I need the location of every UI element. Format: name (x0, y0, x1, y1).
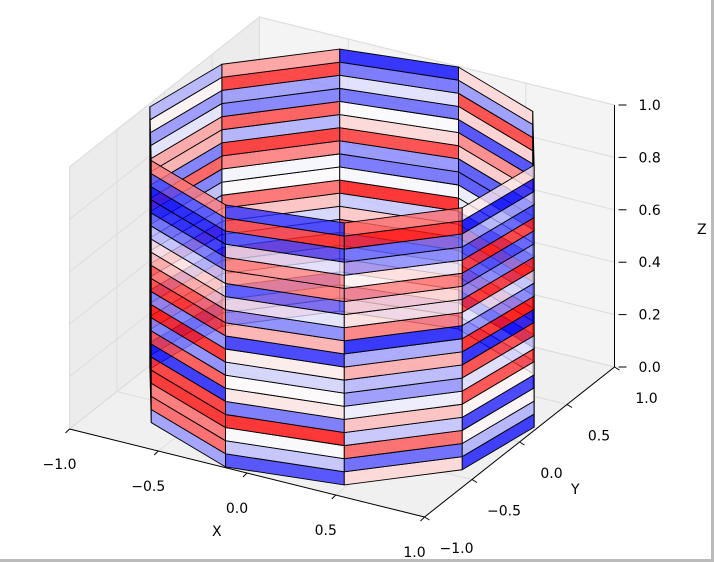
x-tick-label: 0.0 (226, 501, 248, 517)
z-tick-label: 0.0 (639, 360, 661, 376)
y-tick (566, 404, 573, 408)
x-tick-label: −1.0 (43, 457, 77, 473)
y-tick-label: 0.0 (540, 466, 562, 482)
cylinder-facet (343, 207, 463, 237)
y-tick-label: −1.0 (440, 541, 474, 557)
y-tick-label: −0.5 (487, 504, 521, 520)
z-axis-label: Z (697, 222, 707, 238)
y-tick-label: 1.0 (635, 391, 657, 407)
x-tick-label: −0.5 (131, 479, 165, 495)
y-tick (519, 441, 525, 446)
tick-labels: −1.0 −0.5 0.0 0.5 1.0 −1.0 −0.5 0.0 0.5 1.0 0.0 0.2… (43, 98, 661, 561)
x-tick-label: 1.0 (403, 545, 425, 561)
grid-line (69, 16, 260, 168)
z-tick-label: 0.8 (639, 150, 661, 166)
z-tick-label: 0.6 (639, 203, 661, 219)
x-tick (331, 494, 337, 500)
y-tick (614, 366, 620, 371)
cylinder-surface (149, 48, 535, 486)
z-tick-label: 1.0 (639, 98, 661, 114)
y-tick (424, 516, 430, 521)
y-axis-label: Y (570, 482, 580, 498)
x-tick (420, 516, 425, 522)
x-tick (153, 450, 159, 456)
grid-line (259, 16, 615, 106)
x-tick (65, 428, 70, 434)
x-axis-label: X (212, 524, 222, 540)
z-tick-label: 0.4 (639, 255, 661, 271)
x-tick (242, 472, 248, 478)
x-tick-label: 0.5 (315, 523, 337, 539)
y-tick-label: 0.5 (588, 429, 610, 445)
y-tick (471, 479, 478, 483)
z-tick-label: 0.2 (639, 308, 661, 324)
axis-lines (65, 104, 627, 522)
